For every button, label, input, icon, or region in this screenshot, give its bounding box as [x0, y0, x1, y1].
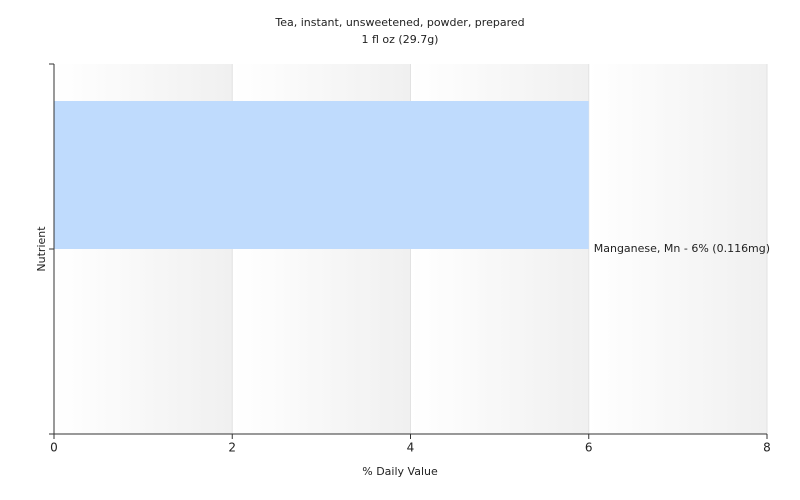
x-tick-label: 6 — [585, 441, 593, 455]
x-tick-label: 8 — [763, 441, 771, 455]
x-tick-label: 0 — [50, 441, 58, 455]
x-tick-label: 4 — [407, 441, 415, 455]
chart-subtitle: 1 fl oz (29.7g) — [362, 33, 439, 46]
bar — [54, 101, 589, 249]
data-label: Manganese, Mn - 6% (0.116mg) — [594, 242, 770, 255]
plot-band — [588, 64, 767, 434]
plot-area: 0 2 4 6 8 Manganese, Mn - 6% (0.116mg) — [49, 63, 771, 455]
x-axis-label: % Daily Value — [362, 465, 438, 478]
x-tick-label: 2 — [228, 441, 236, 455]
y-axis-label: Nutrient — [35, 226, 48, 272]
chart-title: Tea, instant, unsweetened, powder, prepa… — [274, 16, 524, 29]
